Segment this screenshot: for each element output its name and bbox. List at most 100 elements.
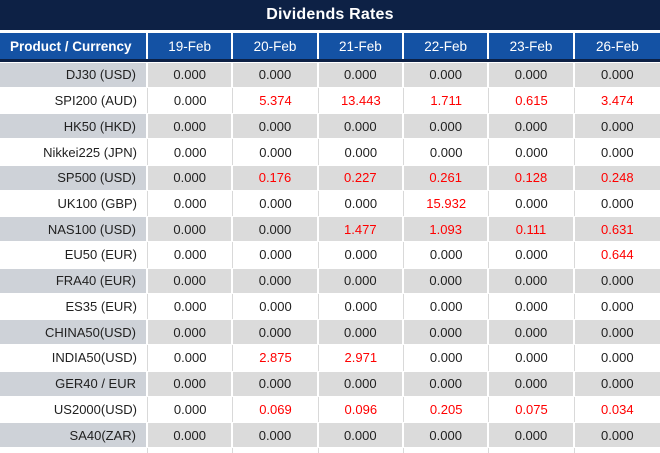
value-cell: 0.000	[404, 139, 490, 165]
value-cell: 0.000	[489, 422, 575, 448]
value-cell: 0.000	[318, 62, 404, 88]
value-cell: 0.000	[489, 113, 575, 140]
value-cell: 0.000	[574, 345, 660, 371]
value-cell: 0.000	[233, 422, 319, 448]
product-cell: HK50 (HKD)	[0, 113, 148, 140]
value-cell: 0.000	[404, 422, 490, 448]
value-cell: 0.000	[404, 267, 490, 294]
value-cell: 0.000	[404, 242, 490, 268]
value-cell: 0.000	[148, 190, 234, 217]
header-divider	[0, 59, 660, 62]
value-cell: 0.000	[148, 216, 234, 243]
value-cell: 0.000	[574, 113, 660, 140]
table-body: DJ30 (USD) 0.000 0.000 0.000 0.000 0.000 0.000…	[0, 62, 660, 448]
value-cell: 0.000	[233, 267, 319, 294]
table-row: SPI200 (AUD) 0.000 5.374 13.443 1.711 0.615 3.…	[0, 87, 660, 114]
product-cell: SA40(ZAR)	[0, 422, 148, 448]
value-cell: 0.000	[318, 139, 404, 165]
table-row: UK100 (GBP) 0.000 0.000 0.000 15.932 0.000 0.0…	[0, 190, 660, 217]
value-cell: 0.000	[233, 139, 319, 165]
value-cell: 0.000	[148, 319, 234, 346]
table-header: Product / Currency 19-Feb 20-Feb 21-Feb …	[0, 33, 660, 59]
value-cell: 0.000	[318, 422, 404, 448]
title-divider	[0, 30, 660, 33]
value-cell: 0.000	[233, 190, 319, 217]
value-cell: 0.000	[574, 190, 660, 217]
value-cell: 1.477	[318, 216, 404, 243]
value-cell: 0.000	[318, 267, 404, 294]
value-cell: 1.093	[404, 216, 490, 243]
product-cell: DJ30 (USD)	[0, 62, 148, 88]
table-row: Nikkei225 (JPN) 0.000 0.000 0.000 0.000 0.000…	[0, 139, 660, 165]
value-cell: 0.000	[489, 293, 575, 320]
value-cell: 0.000	[574, 267, 660, 294]
table-row: SA40(ZAR) 0.000 0.000 0.000 0.000 0.000 0.000	[0, 422, 660, 448]
product-cell: NAS100 (USD)	[0, 216, 148, 243]
value-cell: 0.069	[233, 396, 319, 423]
value-cell: 0.000	[574, 422, 660, 448]
value-cell: 0.000	[404, 113, 490, 140]
table-row: SP500 (USD) 0.000 0.176 0.227 0.261 0.128 0.24…	[0, 164, 660, 191]
product-cell: FRA40 (EUR)	[0, 267, 148, 294]
value-cell: 0.000	[574, 62, 660, 88]
value-cell: 0.000	[574, 370, 660, 397]
value-cell: 0.000	[148, 242, 234, 268]
value-cell: 0.615	[489, 87, 575, 114]
product-cell: SP500 (USD)	[0, 164, 148, 191]
value-cell: 0.000	[233, 216, 319, 243]
value-cell: 0.000	[404, 319, 490, 346]
value-cell: 0.000	[404, 62, 490, 88]
value-cell: 1.711	[404, 87, 490, 114]
product-cell: ES35 (EUR)	[0, 293, 148, 320]
value-cell: 0.000	[318, 319, 404, 346]
product-cell: Nikkei225 (JPN)	[0, 139, 148, 165]
value-cell: 0.000	[148, 113, 234, 140]
value-cell: 0.000	[489, 267, 575, 294]
table-row: CHINA50(USD) 0.000 0.000 0.000 0.000 0.000 0.0…	[0, 319, 660, 346]
value-cell: 0.000	[148, 345, 234, 371]
table-row: FRA40 (EUR) 0.000 0.000 0.000 0.000 0.000 0.00…	[0, 267, 660, 294]
value-cell: 0.205	[404, 396, 490, 423]
value-cell: 5.374	[233, 87, 319, 114]
date-header-26-feb: 26-Feb	[574, 33, 660, 59]
value-cell: 0.000	[489, 242, 575, 268]
value-cell: 0.000	[233, 370, 319, 397]
product-cell: INDIA50(USD)	[0, 345, 148, 371]
value-cell: 0.000	[233, 113, 319, 140]
value-cell: 0.000	[489, 139, 575, 165]
date-header-22-feb: 22-Feb	[404, 33, 490, 59]
date-header-23-feb: 23-Feb	[489, 33, 575, 59]
value-cell: 0.227	[318, 164, 404, 191]
value-cell: 0.111	[489, 216, 575, 243]
value-cell: 0.000	[148, 370, 234, 397]
value-cell: 0.000	[233, 319, 319, 346]
value-cell: 0.248	[574, 164, 660, 191]
product-cell: US2000(USD)	[0, 396, 148, 423]
value-cell: 15.932	[404, 190, 490, 217]
value-cell: 0.000	[148, 267, 234, 294]
value-cell: 0.096	[318, 396, 404, 423]
value-cell: 0.000	[574, 293, 660, 320]
value-cell: 0.000	[148, 87, 234, 114]
value-cell: 0.261	[404, 164, 490, 191]
value-cell: 0.000	[489, 370, 575, 397]
value-cell: 0.000	[489, 190, 575, 217]
value-cell: 0.000	[148, 396, 234, 423]
value-cell: 0.176	[233, 164, 319, 191]
product-cell: SPI200 (AUD)	[0, 87, 148, 114]
value-cell: 0.000	[318, 293, 404, 320]
value-cell: 0.000	[404, 293, 490, 320]
value-cell: 0.000	[489, 345, 575, 371]
value-cell: 0.000	[574, 319, 660, 346]
value-cell: 0.000	[318, 370, 404, 397]
partial-next-row	[0, 448, 660, 453]
value-cell: 3.474	[574, 87, 660, 114]
value-cell: 13.443	[318, 87, 404, 114]
value-cell: 0.000	[574, 139, 660, 165]
table-title: Dividends Rates	[0, 0, 660, 30]
value-cell: 0.000	[404, 345, 490, 371]
date-header-19-feb: 19-Feb	[148, 33, 234, 59]
product-cell: UK100 (GBP)	[0, 190, 148, 217]
table-row: US2000(USD) 0.000 0.069 0.096 0.205 0.075 0.03…	[0, 396, 660, 423]
